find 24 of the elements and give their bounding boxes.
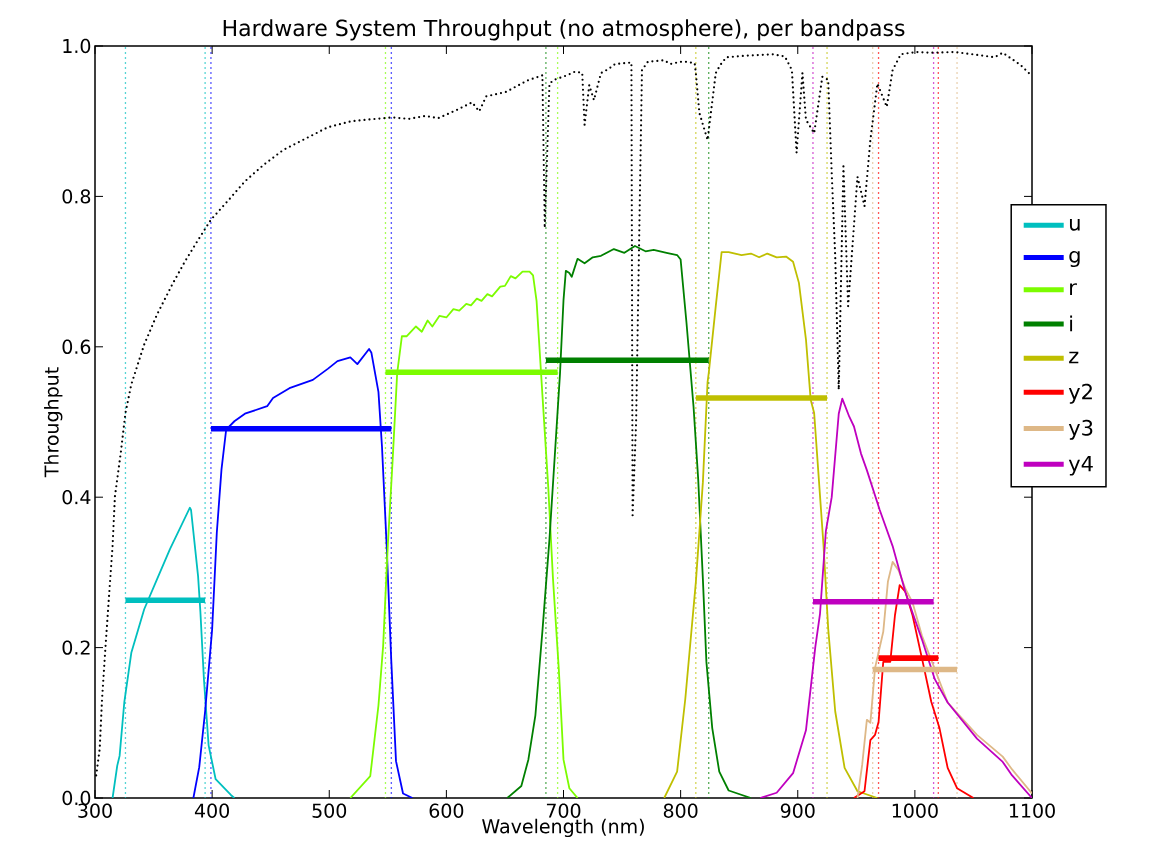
chart-title: Hardware System Throughput (no atmosphere), per bandpass <box>223 19 905 41</box>
legend-label: y3 <box>1068 419 1093 440</box>
y-tick-label: 1.0 <box>63 38 91 54</box>
x-tick-label: 600 <box>429 803 464 818</box>
legend-label: y4 <box>1068 455 1093 476</box>
x-tick-label: 700 <box>546 803 581 818</box>
y-tick-label: 0.2 <box>62 640 90 655</box>
y-tick-label: 0.4 <box>62 490 91 505</box>
x-tick-label: 800 <box>663 803 698 818</box>
x-tick-label: 1000 <box>892 803 938 818</box>
y-axis-title: Throughput <box>44 367 63 478</box>
legend-label: i <box>1070 315 1073 332</box>
legend-label: z <box>1069 351 1079 364</box>
legend-label: r <box>1070 283 1077 295</box>
legend-label: g <box>1069 250 1080 268</box>
x-axis-title: Wavelength (nm) <box>482 818 644 838</box>
legend-label: y2 <box>1068 383 1092 404</box>
x-tick-label: 900 <box>780 803 815 818</box>
x-tick-label: 1100 <box>1009 803 1055 818</box>
y-tick-label: 0.6 <box>62 339 91 354</box>
x-tick-label: 400 <box>194 803 229 818</box>
x-tick-label: 500 <box>312 803 347 818</box>
legend-label: u <box>1069 218 1080 231</box>
y-tick-label: 0.8 <box>62 189 91 204</box>
